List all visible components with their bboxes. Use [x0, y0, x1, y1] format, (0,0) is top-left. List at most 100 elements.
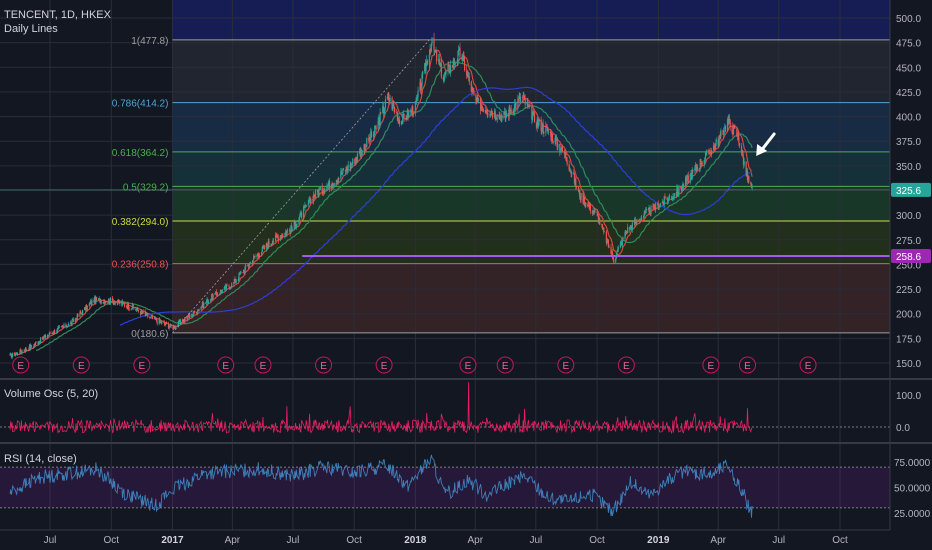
candle-body — [28, 345, 30, 351]
candle-body — [527, 105, 530, 107]
candle-body — [383, 110, 385, 113]
candle-body — [277, 237, 279, 241]
rsi-label[interactable]: RSI (14, close) — [4, 453, 77, 465]
candle-body — [57, 327, 59, 329]
candle-body — [242, 272, 244, 274]
candle-body — [440, 63, 442, 66]
candle-body — [76, 318, 78, 321]
candle-body — [587, 204, 590, 206]
candle-body — [699, 159, 701, 169]
candle-body — [659, 203, 661, 207]
candle-body — [416, 97, 418, 99]
candle-body — [294, 221, 296, 225]
candle-body — [155, 318, 157, 320]
candle-body — [589, 203, 591, 208]
candle-body — [133, 307, 135, 309]
candle-body — [649, 214, 651, 216]
fibonacci-levels[interactable]: 1(477.8) 0.786(414.2) 0.618(364.2) 0.5(329.… — [112, 36, 890, 340]
candle-body — [480, 106, 482, 111]
candle-body — [276, 235, 278, 237]
candle-body — [210, 298, 212, 301]
time-tick-label: Jul — [44, 535, 57, 546]
fib-label: 1(477.8) — [131, 36, 168, 47]
candle-body — [522, 96, 524, 98]
candle-body — [625, 231, 627, 234]
candle-body — [346, 169, 349, 171]
fib-trend-line — [172, 39, 430, 334]
candle-body — [704, 157, 706, 161]
candle-body — [705, 151, 707, 153]
candle-body — [639, 219, 641, 222]
earnings-marker-label: E — [805, 361, 812, 372]
candles — [9, 32, 753, 360]
annotations[interactable] — [0, 39, 890, 334]
candle-body — [284, 232, 286, 237]
candle-body — [216, 294, 218, 296]
candle-body — [629, 226, 631, 230]
candle-body — [663, 196, 665, 204]
candle-body — [198, 309, 200, 311]
candle-body — [170, 324, 172, 327]
candle-body — [122, 301, 124, 304]
candle-body — [706, 149, 708, 152]
candle-body — [555, 137, 558, 141]
candle-body — [494, 111, 496, 118]
candle-body — [28, 349, 30, 351]
candle-body — [197, 309, 199, 313]
volume-osc-label[interactable]: Volume Osc (5, 20) — [4, 388, 99, 400]
candle-body — [379, 112, 381, 125]
candle-body — [48, 332, 50, 335]
candle-body — [219, 294, 221, 295]
candle-body — [540, 119, 542, 131]
candle-body — [377, 120, 379, 130]
candle-body — [750, 181, 752, 184]
candle-body — [205, 301, 208, 303]
candle-body — [34, 342, 36, 345]
candle-body — [158, 319, 160, 324]
candle-body — [20, 351, 22, 353]
candle-body — [467, 72, 469, 78]
candle-body — [40, 337, 42, 343]
candle-body — [233, 282, 235, 284]
candle-body — [132, 304, 134, 308]
candle-body — [626, 231, 628, 234]
candle-body — [496, 118, 498, 120]
candle-body — [345, 166, 347, 172]
symbol-title[interactable]: TENCENT, 1D, HKEX — [4, 9, 111, 21]
candle-body — [653, 204, 655, 207]
candle-body — [438, 59, 440, 65]
candle-body — [461, 56, 463, 61]
candle-body — [226, 285, 228, 287]
candle-body — [645, 210, 647, 213]
candle-body — [290, 225, 292, 234]
candle-body — [147, 313, 149, 318]
candle-body — [514, 103, 516, 105]
candle-body — [631, 223, 633, 230]
candle-body — [12, 353, 14, 356]
study-label[interactable]: Daily Lines — [4, 23, 58, 35]
candle-body — [639, 219, 641, 222]
candle-body — [225, 285, 227, 290]
candle-body — [275, 234, 277, 236]
candle-body — [220, 290, 222, 292]
candle-body — [104, 301, 106, 304]
candle-body — [149, 317, 151, 318]
candle-body — [541, 123, 544, 131]
candle-body — [593, 210, 595, 213]
candle-body — [326, 186, 328, 191]
candle-body — [700, 159, 702, 166]
candle-body — [326, 185, 329, 187]
price-tick-label: 375.0 — [896, 137, 921, 148]
candle-body — [748, 176, 750, 182]
candle-body — [680, 186, 682, 189]
candle-body — [421, 74, 423, 86]
candle-body — [448, 65, 450, 73]
candle-body — [211, 293, 213, 299]
candle-body — [430, 43, 432, 52]
candle-body — [503, 111, 506, 113]
candle-body — [89, 303, 91, 305]
candle-body — [603, 227, 605, 232]
candle-body — [202, 302, 204, 308]
grid-lines — [0, 0, 890, 530]
